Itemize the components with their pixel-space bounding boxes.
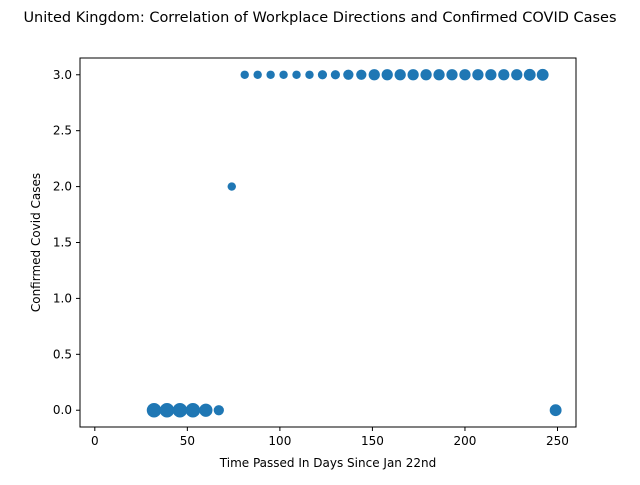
data-point [159, 402, 175, 418]
data-point [549, 404, 562, 417]
x-tick-label: 100 [268, 434, 291, 448]
y-tick-label: 0.5 [53, 347, 72, 361]
x-axis: 0 50 100 150 200 250 [91, 427, 569, 448]
data-point [394, 69, 406, 81]
data-point [213, 405, 224, 416]
x-tick-label: 250 [546, 434, 569, 448]
data-point [381, 69, 393, 81]
data-point [446, 69, 458, 81]
data-point [523, 68, 536, 81]
x-axis-label: Time Passed In Days Since Jan 22nd [219, 456, 436, 470]
data-point [292, 70, 301, 79]
data-point [305, 70, 314, 79]
y-tick-label: 2.0 [53, 180, 72, 194]
data-point [317, 70, 328, 80]
x-tick-label: 200 [454, 434, 477, 448]
data-point [343, 69, 354, 80]
data-point [266, 70, 275, 79]
data-point [253, 70, 262, 79]
x-tick-label: 150 [361, 434, 384, 448]
data-point [536, 68, 549, 81]
scatter-points [146, 68, 562, 418]
x-tick-label: 0 [91, 434, 99, 448]
y-axis-label: Confirmed Covid Cases [29, 173, 43, 312]
plot-area-frame [79, 57, 577, 428]
data-point [146, 402, 162, 418]
data-point [368, 69, 380, 81]
data-point [199, 403, 213, 417]
y-tick-label: 0.0 [53, 403, 72, 417]
y-tick-label: 1.0 [53, 291, 72, 305]
data-point [511, 69, 523, 81]
data-point [459, 69, 471, 81]
data-point [498, 69, 510, 81]
y-axis: 0.0 0.5 1.0 1.5 2.0 2.5 3.0 [53, 68, 80, 417]
data-point [407, 69, 419, 81]
data-point [227, 182, 236, 191]
y-tick-label: 3.0 [53, 68, 72, 82]
data-point [433, 69, 445, 81]
data-point [420, 69, 432, 81]
y-tick-label: 1.5 [53, 236, 72, 250]
y-tick-label: 2.5 [53, 124, 72, 138]
data-point [472, 69, 484, 81]
data-point [356, 69, 367, 80]
chart-title: United Kingdom: Correlation of Workplace… [23, 10, 616, 26]
data-point [279, 70, 288, 79]
x-tick-label: 50 [180, 434, 195, 448]
data-point [240, 70, 249, 79]
data-point [185, 402, 201, 418]
data-point [330, 70, 341, 80]
data-point [485, 69, 497, 81]
data-point [172, 402, 188, 418]
